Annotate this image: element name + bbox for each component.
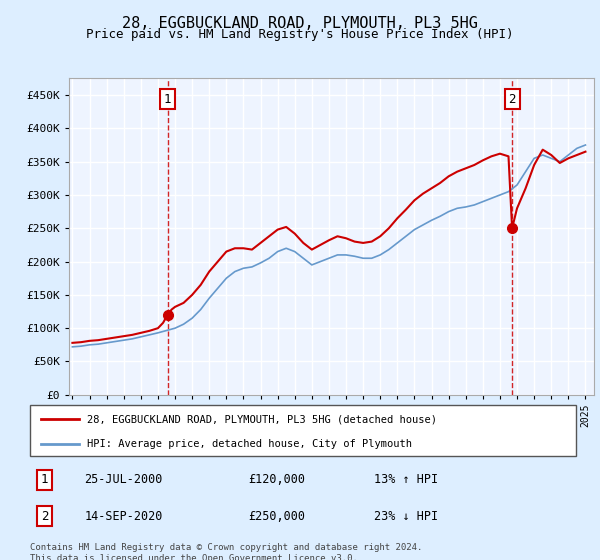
Text: 1: 1 — [164, 92, 171, 106]
Text: 1: 1 — [41, 473, 49, 486]
Text: 28, EGGBUCKLAND ROAD, PLYMOUTH, PL3 5HG: 28, EGGBUCKLAND ROAD, PLYMOUTH, PL3 5HG — [122, 16, 478, 31]
Text: £120,000: £120,000 — [248, 473, 305, 486]
Text: 2: 2 — [508, 92, 516, 106]
Text: £250,000: £250,000 — [248, 510, 305, 522]
Text: 13% ↑ HPI: 13% ↑ HPI — [374, 473, 438, 486]
Text: HPI: Average price, detached house, City of Plymouth: HPI: Average price, detached house, City… — [88, 438, 412, 449]
Text: 14-SEP-2020: 14-SEP-2020 — [85, 510, 163, 522]
Text: 23% ↓ HPI: 23% ↓ HPI — [374, 510, 438, 522]
Text: Price paid vs. HM Land Registry's House Price Index (HPI): Price paid vs. HM Land Registry's House … — [86, 28, 514, 41]
Text: 25-JUL-2000: 25-JUL-2000 — [85, 473, 163, 486]
Text: Contains HM Land Registry data © Crown copyright and database right 2024.
This d: Contains HM Land Registry data © Crown c… — [30, 543, 422, 560]
Text: 2: 2 — [41, 510, 49, 522]
Text: 28, EGGBUCKLAND ROAD, PLYMOUTH, PL3 5HG (detached house): 28, EGGBUCKLAND ROAD, PLYMOUTH, PL3 5HG … — [88, 414, 437, 424]
FancyBboxPatch shape — [30, 405, 576, 456]
